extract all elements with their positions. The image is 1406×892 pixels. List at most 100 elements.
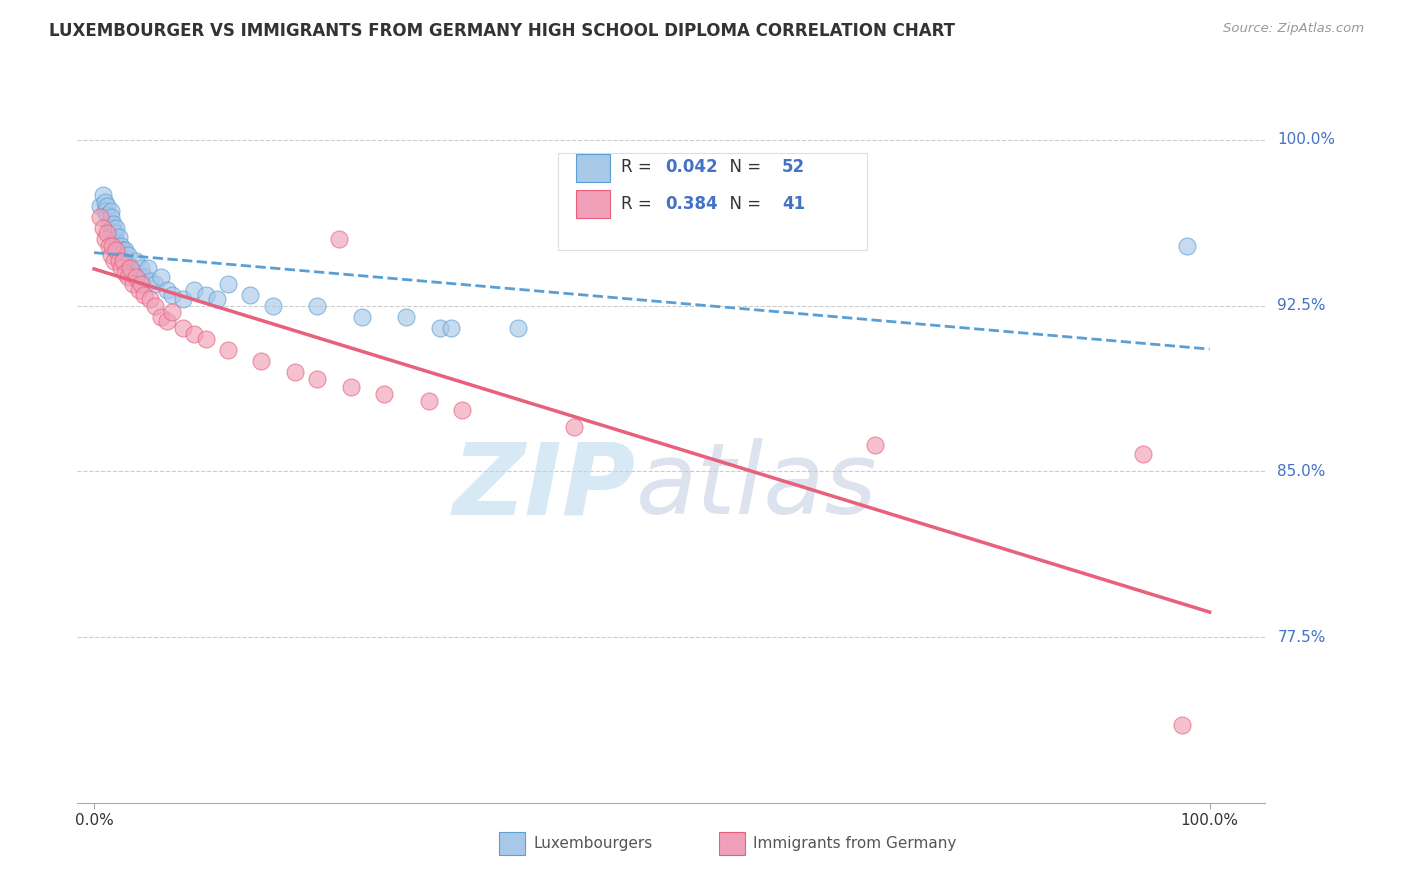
Point [91, 188, 114, 202]
Bar [499, 831, 526, 855]
Text: Luxembourgers: Luxembourgers [533, 836, 652, 850]
Point [217, 343, 239, 357]
Point [94, 232, 117, 246]
Point [863, 438, 886, 452]
Point [155, 283, 177, 297]
Point [89, 211, 111, 225]
Point [101, 226, 124, 240]
Point [145, 277, 167, 291]
Point [136, 261, 159, 276]
Point [1132, 447, 1154, 461]
Point [91, 221, 114, 235]
Point [105, 221, 128, 235]
Point [114, 266, 136, 280]
Point [217, 277, 239, 291]
Text: N =: N = [718, 195, 766, 213]
Point [1175, 239, 1198, 253]
Point [562, 420, 585, 434]
Text: 0.384: 0.384 [665, 195, 718, 213]
Point [100, 211, 122, 225]
Point [194, 332, 217, 346]
Text: R =: R = [621, 158, 658, 177]
Text: Immigrants from Germany: Immigrants from Germany [754, 836, 956, 850]
Point [97, 217, 120, 231]
Point [97, 239, 120, 253]
Text: 92.5%: 92.5% [1277, 298, 1326, 313]
Text: LUXEMBOURGER VS IMMIGRANTS FROM GERMANY HIGH SCHOOL DIPLOMA CORRELATION CHART: LUXEMBOURGER VS IMMIGRANTS FROM GERMANY … [49, 22, 955, 40]
Text: R =: R = [621, 195, 658, 213]
Point [96, 208, 118, 222]
Point [122, 266, 145, 280]
Point [429, 320, 451, 334]
Bar [576, 154, 610, 182]
Point [129, 261, 152, 276]
Point [103, 232, 125, 246]
Point [100, 203, 122, 218]
Point [129, 277, 152, 291]
Point [1170, 718, 1192, 732]
Point [172, 292, 194, 306]
Point [125, 254, 148, 268]
Point [440, 320, 463, 334]
Point [128, 283, 150, 297]
Point [239, 287, 262, 301]
Text: ZIP: ZIP [453, 438, 636, 535]
Text: atlas: atlas [636, 438, 877, 535]
Bar [576, 190, 610, 218]
Point [328, 232, 350, 246]
Point [350, 310, 373, 324]
Point [101, 217, 124, 231]
Point [250, 354, 273, 368]
Point [395, 310, 418, 324]
Point [139, 292, 162, 306]
Point [506, 320, 529, 334]
Point [108, 244, 131, 258]
Point [110, 239, 132, 253]
Point [111, 248, 134, 262]
Point [94, 194, 117, 209]
Point [339, 380, 361, 394]
Point [112, 252, 135, 267]
Point [114, 244, 136, 258]
Text: 0.042: 0.042 [665, 158, 718, 177]
Point [155, 314, 177, 328]
Point [101, 221, 124, 235]
Point [118, 261, 141, 276]
Point [262, 299, 284, 313]
Point [160, 287, 183, 301]
Point [103, 254, 125, 268]
Point [194, 287, 217, 301]
Text: 100.0%: 100.0% [1277, 133, 1336, 147]
Point [373, 387, 395, 401]
Point [183, 283, 205, 297]
Point [172, 320, 194, 334]
Point [134, 287, 156, 301]
Point [107, 239, 129, 253]
Text: 41: 41 [782, 195, 806, 213]
Point [94, 203, 117, 218]
Point [112, 244, 135, 258]
Text: 77.5%: 77.5% [1277, 630, 1326, 645]
Text: Source: ZipAtlas.com: Source: ZipAtlas.com [1223, 22, 1364, 36]
Point [183, 327, 205, 342]
Point [96, 226, 118, 240]
Point [307, 299, 329, 313]
FancyBboxPatch shape [558, 153, 868, 250]
Point [122, 277, 145, 291]
Point [105, 235, 128, 249]
Point [418, 393, 440, 408]
Point [205, 292, 228, 306]
Point [117, 248, 139, 262]
Point [139, 274, 162, 288]
Point [284, 365, 307, 379]
Point [160, 305, 183, 319]
Point [145, 299, 167, 313]
Point [125, 269, 148, 284]
Point [128, 266, 150, 280]
Point [105, 244, 128, 258]
Point [117, 269, 139, 284]
Text: 85.0%: 85.0% [1277, 464, 1326, 479]
Point [112, 254, 135, 268]
Point [89, 199, 111, 213]
Bar [718, 831, 745, 855]
